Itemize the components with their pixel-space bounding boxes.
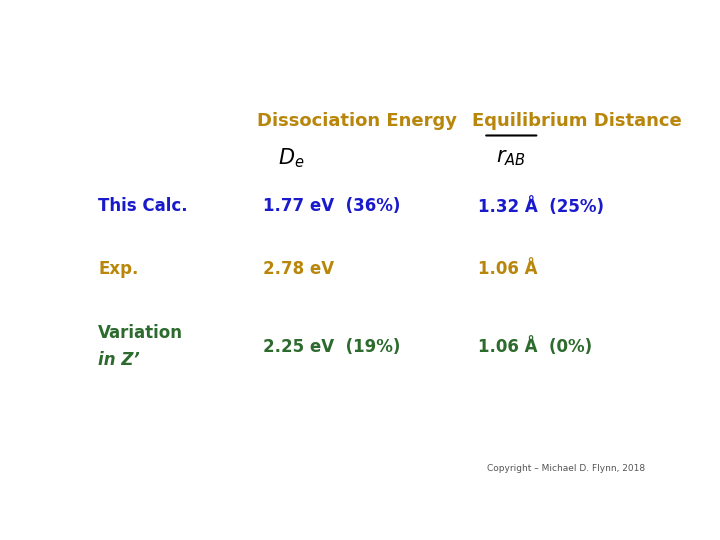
Text: 1.32 Å  (25%): 1.32 Å (25%) (478, 197, 604, 215)
Text: Dissociation Energy: Dissociation Energy (258, 112, 457, 130)
Text: $\mathbf{\mathit{r}}_{\mathbf{\mathit{AB}}}$: $\mathbf{\mathit{r}}_{\mathbf{\mathit{AB… (496, 148, 526, 168)
Text: 2.25 eV  (19%): 2.25 eV (19%) (263, 338, 400, 355)
Text: in Z’: in Z’ (99, 351, 140, 369)
Text: Equilibrium Distance: Equilibrium Distance (472, 112, 682, 130)
Text: Exp.: Exp. (99, 260, 139, 278)
Text: 1.06 Å  (0%): 1.06 Å (0%) (478, 337, 592, 356)
Text: $\mathbf{\mathit{D}}_{\mathbf{\mathit{e}}}$: $\mathbf{\mathit{D}}_{\mathbf{\mathit{e}… (278, 146, 304, 170)
Text: 1.77 eV  (36%): 1.77 eV (36%) (263, 197, 400, 215)
Text: This Calc.: This Calc. (99, 197, 188, 215)
Text: 2.78 eV: 2.78 eV (263, 260, 334, 278)
Text: Copyright – Michael D. Flynn, 2018: Copyright – Michael D. Flynn, 2018 (487, 464, 645, 473)
Text: 1.06 Å: 1.06 Å (478, 260, 537, 278)
Text: Variation: Variation (99, 324, 184, 342)
